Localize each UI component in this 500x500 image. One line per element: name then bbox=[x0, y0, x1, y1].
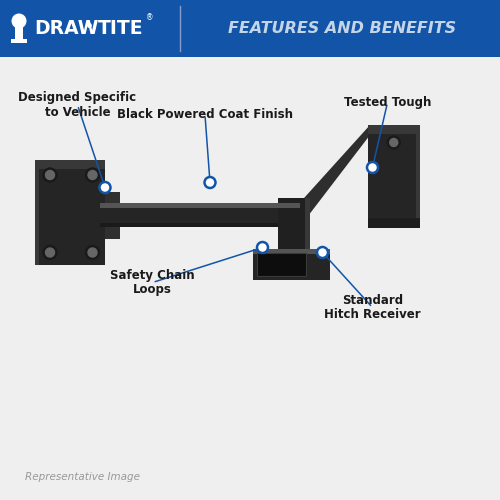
Circle shape bbox=[390, 138, 398, 146]
Bar bbox=[416, 125, 420, 218]
Bar bbox=[35, 160, 39, 265]
Bar bbox=[100, 223, 300, 226]
Bar bbox=[105, 192, 120, 239]
Circle shape bbox=[43, 168, 57, 182]
Bar bbox=[278, 198, 310, 280]
Text: Tested Tough: Tested Tough bbox=[344, 96, 431, 109]
Text: •: • bbox=[84, 20, 94, 34]
Circle shape bbox=[86, 168, 100, 182]
Circle shape bbox=[387, 136, 400, 149]
Bar bbox=[11, 38, 27, 42]
Text: TITE: TITE bbox=[98, 19, 144, 38]
Circle shape bbox=[86, 246, 100, 260]
Bar bbox=[15, 27, 23, 41]
Bar bbox=[0, 0, 500, 57]
Circle shape bbox=[43, 246, 57, 260]
Polygon shape bbox=[300, 125, 370, 226]
Text: FEATURES AND BENEFITS: FEATURES AND BENEFITS bbox=[228, 21, 456, 36]
Circle shape bbox=[88, 170, 97, 179]
Text: Representative Image: Representative Image bbox=[25, 472, 140, 482]
Text: Designed Specific
to Vehicle: Designed Specific to Vehicle bbox=[18, 91, 136, 119]
Bar bbox=[256, 253, 306, 276]
Bar bbox=[100, 202, 300, 226]
Polygon shape bbox=[368, 218, 420, 228]
Bar bbox=[35, 160, 105, 265]
Circle shape bbox=[12, 14, 26, 28]
Bar bbox=[252, 249, 330, 280]
Circle shape bbox=[367, 162, 378, 173]
Circle shape bbox=[317, 247, 328, 258]
Circle shape bbox=[204, 177, 216, 188]
Circle shape bbox=[46, 248, 54, 257]
Text: DRAW: DRAW bbox=[34, 19, 98, 38]
Bar bbox=[35, 160, 105, 169]
Text: Standard
Hitch Receiver: Standard Hitch Receiver bbox=[324, 294, 421, 322]
Bar bbox=[305, 198, 310, 280]
Circle shape bbox=[100, 182, 110, 193]
Bar bbox=[100, 202, 300, 207]
Circle shape bbox=[257, 242, 268, 253]
Bar bbox=[252, 249, 330, 254]
Circle shape bbox=[88, 248, 97, 257]
Bar bbox=[368, 125, 420, 134]
Circle shape bbox=[46, 170, 54, 179]
Text: Black Powered Coat Finish: Black Powered Coat Finish bbox=[117, 108, 293, 122]
Text: ®: ® bbox=[146, 13, 154, 22]
Bar bbox=[368, 125, 420, 218]
Text: Safety Chain
Loops: Safety Chain Loops bbox=[110, 268, 195, 296]
